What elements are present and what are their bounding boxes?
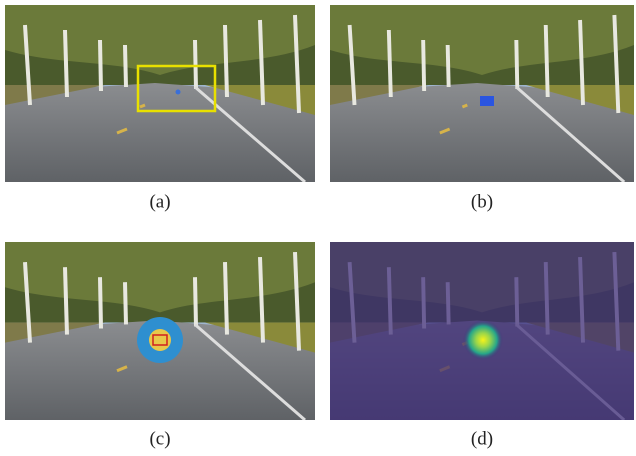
photo [5,5,315,182]
bounding-box [136,64,217,113]
bounding-box [152,334,168,346]
caption: (b) [471,191,493,212]
target [480,96,494,106]
caption: (c) [149,428,170,449]
target [175,89,181,95]
caption: (a) [149,191,170,212]
caption: (d) [471,428,493,449]
heat-glow [463,320,503,360]
photo [330,5,634,182]
